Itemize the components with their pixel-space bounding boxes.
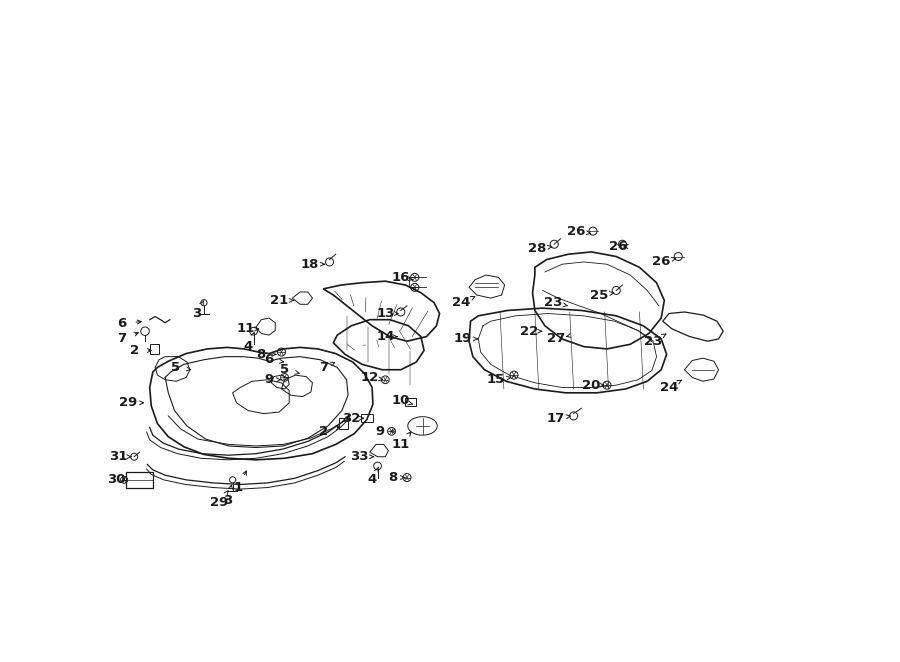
Text: 29: 29 bbox=[119, 397, 137, 409]
Text: 5: 5 bbox=[172, 361, 181, 374]
Text: 26: 26 bbox=[567, 224, 585, 238]
Text: 29: 29 bbox=[211, 496, 229, 510]
Text: 4: 4 bbox=[367, 473, 377, 487]
Text: 9: 9 bbox=[375, 425, 384, 438]
Text: 23: 23 bbox=[544, 296, 562, 309]
Text: 11: 11 bbox=[392, 438, 410, 451]
Text: 20: 20 bbox=[582, 379, 600, 392]
Text: 5: 5 bbox=[280, 363, 289, 376]
Text: 32: 32 bbox=[342, 412, 360, 425]
Text: 12: 12 bbox=[361, 371, 379, 384]
Text: 30: 30 bbox=[107, 473, 126, 487]
Text: 6: 6 bbox=[117, 317, 126, 330]
Text: 15: 15 bbox=[487, 373, 505, 386]
Text: 2: 2 bbox=[319, 425, 328, 438]
Text: 24: 24 bbox=[452, 296, 471, 309]
Text: 3: 3 bbox=[222, 494, 232, 507]
Text: 16: 16 bbox=[392, 271, 410, 284]
Text: 22: 22 bbox=[520, 325, 538, 338]
Text: 11: 11 bbox=[237, 322, 255, 336]
Text: 19: 19 bbox=[454, 332, 472, 346]
Text: 6: 6 bbox=[265, 354, 274, 366]
Text: 33: 33 bbox=[350, 450, 368, 463]
Text: 4: 4 bbox=[244, 340, 253, 353]
Text: 21: 21 bbox=[270, 294, 288, 307]
Text: 10: 10 bbox=[392, 394, 410, 407]
Text: 24: 24 bbox=[660, 381, 678, 394]
Text: 2: 2 bbox=[130, 344, 139, 357]
Text: 13: 13 bbox=[376, 307, 394, 320]
Text: 7: 7 bbox=[117, 332, 126, 346]
Text: 27: 27 bbox=[546, 332, 565, 346]
Text: 26: 26 bbox=[608, 240, 627, 253]
Text: 9: 9 bbox=[265, 373, 274, 386]
Text: 3: 3 bbox=[192, 307, 201, 320]
Text: 25: 25 bbox=[590, 289, 608, 301]
Text: 1: 1 bbox=[233, 481, 243, 494]
Text: 23: 23 bbox=[644, 335, 662, 348]
Text: 7: 7 bbox=[319, 361, 328, 374]
Text: 26: 26 bbox=[652, 256, 670, 268]
Text: 28: 28 bbox=[528, 242, 546, 256]
Text: 8: 8 bbox=[389, 471, 398, 484]
Text: 17: 17 bbox=[546, 412, 565, 425]
Text: 8: 8 bbox=[256, 348, 266, 361]
Text: 18: 18 bbox=[301, 258, 320, 271]
Text: 31: 31 bbox=[110, 450, 128, 463]
Text: 14: 14 bbox=[376, 330, 394, 343]
